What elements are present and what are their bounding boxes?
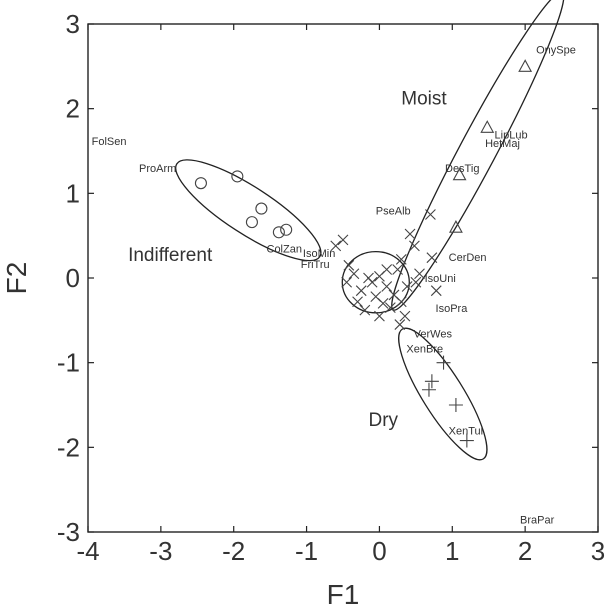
species-label: CerDen xyxy=(449,252,487,264)
x-point xyxy=(363,272,374,284)
species-label: XenTul xyxy=(449,426,483,438)
x-point xyxy=(381,264,393,275)
x-point xyxy=(384,302,396,314)
x-point xyxy=(330,240,342,252)
species-label: DesTig xyxy=(445,163,479,175)
plus-point xyxy=(424,374,439,389)
circle-point xyxy=(272,226,285,239)
y-tick-labels: -3 -2 -1 0 1 2 3 xyxy=(57,9,80,547)
triangle-point xyxy=(449,220,463,233)
y-axis-title: F2 xyxy=(1,262,32,295)
species-label: BraPar xyxy=(520,515,555,527)
species-label: FolSen xyxy=(92,136,127,148)
x-tick-label: -3 xyxy=(149,536,172,566)
species-label: IsoPra xyxy=(436,303,469,315)
x-point xyxy=(414,268,425,280)
x-axis-title: F1 xyxy=(327,579,360,609)
species-label: LipLub xyxy=(495,129,528,141)
y-tick-label: 1 xyxy=(66,178,80,208)
x-point xyxy=(430,285,442,297)
x-tick-label: 0 xyxy=(372,536,386,566)
x-point xyxy=(341,276,353,288)
x-point xyxy=(399,310,411,322)
x-point xyxy=(355,285,367,297)
x-point xyxy=(401,281,413,292)
dry-group-label: Dry xyxy=(369,410,399,431)
group-labels: Moist Indifferent Dry xyxy=(128,88,447,431)
species-label: PseAlb xyxy=(376,206,411,218)
triangle-point xyxy=(452,167,467,181)
x-point xyxy=(410,276,422,288)
species-label: VerWes xyxy=(414,328,453,340)
x-point xyxy=(426,252,438,264)
species-label: ColZan xyxy=(267,244,302,256)
x-point xyxy=(394,319,406,330)
circle-point xyxy=(194,177,207,190)
x-point xyxy=(348,268,360,280)
x-point xyxy=(352,296,363,308)
moist-group-label: Moist xyxy=(401,88,447,109)
group-ellipses xyxy=(175,0,565,461)
species-label: IsoMin xyxy=(303,248,335,260)
x-point xyxy=(343,259,355,271)
y-tick-label: 3 xyxy=(66,9,80,39)
x-point xyxy=(392,264,404,275)
x-point xyxy=(404,228,416,240)
species-label: FriTru xyxy=(301,259,330,271)
y-tick-label: -1 xyxy=(57,348,80,378)
triangle-point xyxy=(518,59,533,72)
species-label: HetMaj xyxy=(485,138,520,150)
x-tick-label: -2 xyxy=(222,536,245,566)
circle-point xyxy=(280,223,293,236)
x-tick-label: 3 xyxy=(591,536,605,566)
x-point xyxy=(425,209,436,220)
x-point xyxy=(409,240,420,252)
x-tick-label: -1 xyxy=(295,536,318,566)
x-tick-label: -4 xyxy=(76,536,99,566)
x-point xyxy=(370,291,382,303)
data-points xyxy=(194,59,533,448)
triangle-point xyxy=(480,120,495,133)
plus-point xyxy=(459,433,474,448)
plus-point xyxy=(448,398,463,412)
circle-point xyxy=(231,170,244,183)
x-point xyxy=(374,310,385,322)
y-tick-label: 0 xyxy=(66,263,80,293)
x-point xyxy=(359,304,371,316)
indifferent-ellipse xyxy=(175,159,322,262)
x-tick-label: 2 xyxy=(518,536,532,566)
plus-point xyxy=(436,355,451,370)
species-label: XenBre xyxy=(406,344,443,356)
y-tick-label: -2 xyxy=(57,432,80,462)
circle-point xyxy=(255,202,268,215)
dry-ellipse xyxy=(398,327,488,461)
x-point xyxy=(337,234,349,246)
species-label: OnySpe xyxy=(536,45,576,57)
x-point xyxy=(395,253,407,265)
axis-ticks xyxy=(87,23,599,533)
circle-point xyxy=(245,216,258,229)
x-tick-labels: -4 -3 -2 -1 0 1 2 3 xyxy=(76,536,605,566)
plus-point xyxy=(421,382,436,397)
indifferent-group-label: Indifferent xyxy=(128,245,213,266)
species-label: ProArm xyxy=(139,163,176,175)
x-tick-label: 1 xyxy=(445,536,459,566)
species-label: IsoUni xyxy=(425,273,456,285)
y-tick-label: 2 xyxy=(66,94,80,124)
x-point xyxy=(395,296,407,308)
y-tick-label: -3 xyxy=(57,517,80,547)
x-point xyxy=(381,281,393,292)
